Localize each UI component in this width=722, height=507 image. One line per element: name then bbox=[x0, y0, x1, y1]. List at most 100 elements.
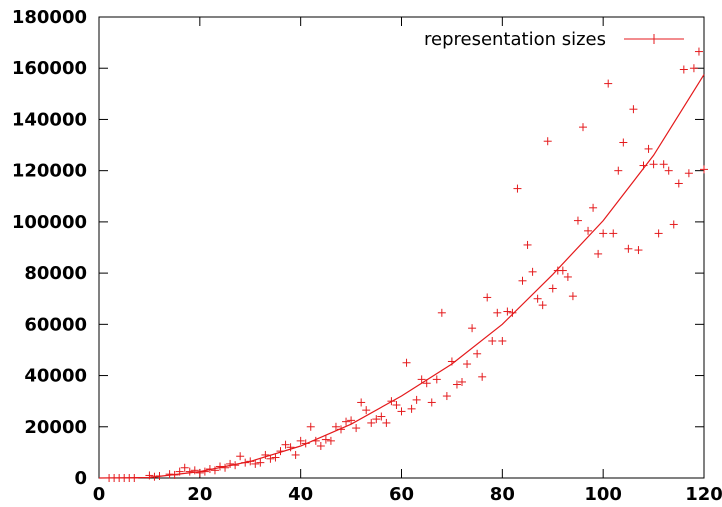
x-tick-label: 120 bbox=[685, 484, 722, 505]
data-point bbox=[700, 165, 708, 174]
data-point bbox=[684, 169, 693, 178]
y-tick-label: 100000 bbox=[12, 212, 87, 233]
data-point bbox=[417, 375, 426, 384]
data-point bbox=[533, 294, 542, 303]
data-point bbox=[210, 466, 219, 475]
data-point bbox=[468, 324, 477, 333]
data-point bbox=[654, 229, 663, 238]
data-point bbox=[276, 447, 285, 456]
data-point bbox=[584, 226, 593, 235]
data-point bbox=[311, 436, 320, 445]
data-point bbox=[337, 425, 345, 434]
data-point bbox=[226, 459, 235, 468]
data-point bbox=[664, 166, 673, 175]
data-point bbox=[543, 137, 552, 146]
data-point bbox=[342, 417, 351, 426]
data-point bbox=[155, 471, 164, 480]
data-point bbox=[165, 470, 174, 479]
data-point bbox=[458, 377, 466, 386]
data-point bbox=[205, 465, 214, 474]
x-tick-label: 80 bbox=[490, 484, 515, 505]
x-tick-label: 40 bbox=[288, 484, 313, 505]
data-point bbox=[407, 404, 416, 413]
data-point bbox=[437, 308, 446, 317]
data-point bbox=[573, 216, 582, 225]
data-point bbox=[175, 467, 184, 476]
data-point bbox=[130, 474, 139, 482]
y-tick-label: 80000 bbox=[24, 263, 87, 284]
data-point bbox=[150, 472, 159, 481]
data-point bbox=[442, 392, 451, 401]
data-point bbox=[674, 179, 683, 188]
data-point bbox=[563, 272, 572, 281]
data-point bbox=[548, 284, 557, 293]
legend-swatch-marker bbox=[649, 34, 659, 44]
data-point bbox=[231, 461, 240, 470]
y-tick-label: 20000 bbox=[24, 417, 87, 438]
data-point bbox=[241, 458, 250, 467]
y-tick-label: 0 bbox=[74, 468, 87, 489]
data-point bbox=[659, 160, 668, 169]
data-point bbox=[261, 450, 270, 459]
data-point bbox=[483, 293, 492, 302]
data-point bbox=[447, 357, 456, 366]
data-point bbox=[513, 184, 522, 193]
data-point bbox=[427, 398, 436, 407]
data-point bbox=[589, 203, 598, 212]
data-point bbox=[195, 468, 204, 477]
data-point bbox=[503, 307, 512, 316]
y-tick-label: 120000 bbox=[12, 161, 87, 182]
data-point bbox=[594, 249, 603, 258]
data-point bbox=[180, 463, 189, 472]
data-point bbox=[236, 452, 245, 461]
data-point bbox=[367, 418, 376, 427]
axis-ticks: 0 20 40 60 80 100 120 0 20000 40000 60000 80000 1000… bbox=[12, 7, 722, 505]
data-point bbox=[200, 467, 209, 476]
data-point bbox=[422, 379, 431, 388]
x-tick-label: 60 bbox=[389, 484, 414, 505]
data-point bbox=[397, 407, 406, 416]
y-tick-label: 60000 bbox=[24, 314, 87, 335]
data-point bbox=[316, 441, 325, 450]
legend-label: representation sizes bbox=[424, 29, 606, 50]
x-tick-label: 100 bbox=[584, 484, 622, 505]
data-point bbox=[644, 144, 653, 153]
data-point bbox=[609, 229, 618, 238]
data-point bbox=[145, 471, 154, 480]
data-point bbox=[669, 220, 678, 229]
legend: representation sizes bbox=[424, 29, 684, 50]
data-point bbox=[352, 424, 361, 433]
data-point bbox=[266, 454, 275, 463]
fit-curve-line bbox=[98, 74, 705, 479]
data-point bbox=[679, 65, 688, 74]
data-point bbox=[387, 397, 396, 406]
data-point bbox=[291, 450, 300, 459]
data-point bbox=[629, 105, 638, 114]
data-point bbox=[568, 292, 577, 301]
data-point bbox=[286, 443, 295, 452]
data-point bbox=[478, 372, 487, 381]
data-point bbox=[372, 415, 381, 424]
fit-curve-group bbox=[98, 74, 705, 479]
y-tick-label: 140000 bbox=[12, 109, 87, 130]
data-point bbox=[412, 395, 421, 404]
data-point bbox=[301, 439, 310, 448]
x-tick-label: 0 bbox=[93, 484, 106, 505]
data-point bbox=[185, 467, 194, 476]
data-point bbox=[347, 416, 356, 425]
y-tick-label: 180000 bbox=[12, 7, 87, 28]
data-point bbox=[508, 308, 517, 317]
data-points bbox=[105, 47, 708, 482]
data-point bbox=[281, 440, 290, 449]
data-point bbox=[694, 47, 703, 56]
data-point bbox=[689, 64, 698, 73]
data-point bbox=[518, 276, 527, 285]
data-point bbox=[402, 358, 411, 367]
data-point bbox=[271, 453, 280, 462]
data-point bbox=[649, 160, 658, 169]
data-point bbox=[377, 412, 386, 421]
data-point bbox=[392, 401, 401, 410]
data-point bbox=[331, 422, 340, 431]
data-point bbox=[326, 436, 335, 445]
